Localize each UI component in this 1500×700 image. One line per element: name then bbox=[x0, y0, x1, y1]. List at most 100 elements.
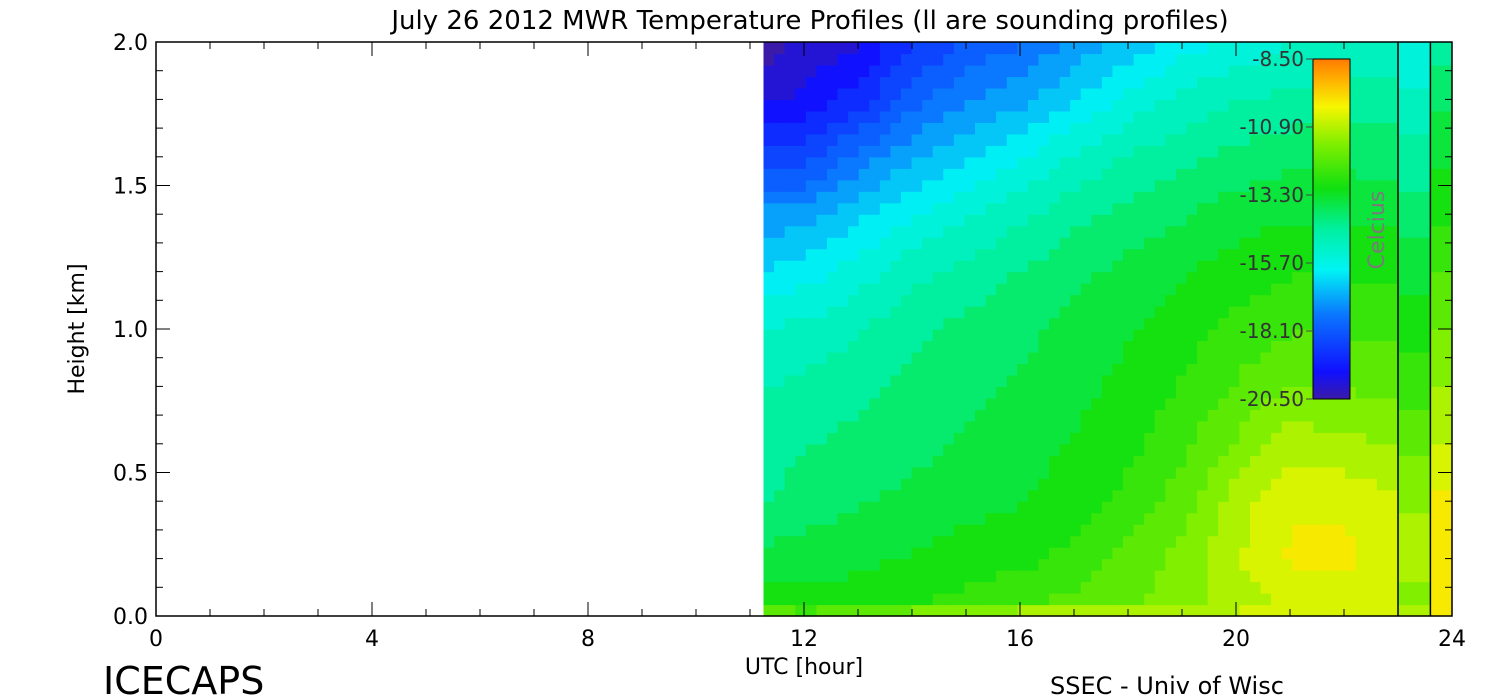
heatmap-cell bbox=[1323, 570, 1336, 583]
colorbar-tick-labels: -8.50-10.90-13.30-15.70-18.10-20.50 bbox=[1240, 47, 1313, 411]
heatmap-cell bbox=[1302, 489, 1315, 502]
sounding-cell bbox=[1430, 237, 1452, 250]
heatmap-cell bbox=[1144, 409, 1156, 422]
heatmap-cell bbox=[805, 432, 817, 445]
heatmap-cell bbox=[1175, 363, 1188, 376]
heatmap-cell bbox=[816, 374, 828, 387]
heatmap-cell bbox=[816, 329, 828, 342]
heatmap-cell bbox=[1376, 145, 1389, 158]
heatmap-cell bbox=[826, 133, 839, 146]
heatmap-cell bbox=[1091, 179, 1103, 192]
heatmap-cell bbox=[1207, 374, 1219, 387]
sounding-cell bbox=[1398, 53, 1431, 66]
heatmap-cell bbox=[964, 271, 976, 284]
heatmap-cell bbox=[1186, 248, 1198, 261]
heatmap-cell bbox=[848, 237, 860, 250]
heatmap-cell bbox=[943, 145, 955, 158]
heatmap-cell bbox=[784, 455, 796, 468]
heatmap-cell bbox=[1133, 501, 1145, 514]
heatmap-cell bbox=[1376, 374, 1389, 387]
heatmap-cell bbox=[1302, 260, 1315, 273]
heatmap-cell bbox=[911, 317, 923, 330]
heatmap-cell bbox=[1355, 374, 1367, 387]
heatmap-cell bbox=[1123, 53, 1135, 66]
heatmap-cell bbox=[1059, 489, 1071, 502]
heatmap-cell bbox=[869, 432, 881, 445]
heatmap-cell bbox=[774, 76, 786, 89]
heatmap-cell bbox=[1165, 604, 1177, 617]
heatmap-cell bbox=[1038, 145, 1050, 158]
heatmap-cell bbox=[1281, 53, 1293, 66]
heatmap-cell bbox=[1366, 351, 1378, 365]
heatmap-cell bbox=[1070, 455, 1082, 468]
heatmap-cell bbox=[1059, 317, 1071, 330]
heatmap-cell bbox=[1154, 168, 1166, 181]
heatmap-cell bbox=[1313, 466, 1325, 479]
heatmap-cell bbox=[1006, 558, 1018, 571]
heatmap-cell bbox=[1091, 214, 1103, 227]
heatmap-cell bbox=[890, 593, 902, 606]
heatmap-cell bbox=[1154, 122, 1166, 135]
heatmap-cell bbox=[1260, 570, 1272, 583]
heatmap-cell bbox=[1302, 179, 1315, 192]
heatmap-cell bbox=[1080, 168, 1092, 181]
heatmap-cell bbox=[1091, 409, 1103, 422]
heatmap-cell bbox=[996, 294, 1008, 307]
heatmap-cell bbox=[1197, 179, 1209, 192]
heatmap-cell bbox=[1366, 87, 1378, 100]
heatmap-cell bbox=[1345, 283, 1357, 296]
heatmap-cell bbox=[1038, 340, 1050, 353]
heatmap-cell bbox=[805, 351, 817, 365]
heatmap-cell bbox=[1112, 581, 1124, 594]
heatmap-cell bbox=[1218, 593, 1230, 606]
heatmap-cell bbox=[763, 317, 775, 330]
heatmap-cell bbox=[890, 64, 902, 78]
heatmap-cell bbox=[1027, 478, 1040, 491]
heatmap-cell bbox=[1292, 535, 1304, 548]
heatmap-cell bbox=[1165, 593, 1177, 606]
heatmap-cell bbox=[1387, 409, 1399, 422]
heatmap-cell bbox=[1313, 512, 1325, 525]
heatmap-cell bbox=[890, 87, 902, 100]
heatmap-cell bbox=[1302, 110, 1315, 123]
heatmap-cell bbox=[784, 329, 796, 342]
heatmap-cell bbox=[837, 260, 849, 273]
heatmap-cell bbox=[1345, 466, 1357, 479]
heatmap-cell bbox=[1313, 443, 1325, 456]
heatmap-cell bbox=[1334, 524, 1346, 537]
heatmap-cell bbox=[922, 501, 934, 514]
heatmap-cell bbox=[1387, 248, 1399, 261]
heatmap-cell bbox=[1186, 409, 1198, 422]
heatmap-cell bbox=[953, 455, 966, 468]
heatmap-cell bbox=[911, 306, 923, 319]
heatmap-cell bbox=[1366, 156, 1378, 169]
heatmap-cell bbox=[763, 558, 775, 571]
heatmap-cell bbox=[1218, 351, 1230, 365]
heatmap-cell bbox=[1017, 420, 1029, 433]
heatmap-cell bbox=[848, 340, 860, 353]
heatmap-cell bbox=[1101, 501, 1114, 514]
heatmap-cell bbox=[953, 386, 966, 399]
icecaps-brand: ICECAPS bbox=[103, 659, 264, 700]
heatmap-cell bbox=[943, 420, 955, 433]
heatmap-cell bbox=[932, 76, 944, 89]
heatmap-cell bbox=[869, 99, 881, 112]
heatmap-cell bbox=[953, 363, 966, 376]
heatmap-cell bbox=[1239, 455, 1251, 468]
heatmap-cell bbox=[1334, 420, 1346, 433]
heatmap-cell bbox=[1070, 604, 1082, 617]
heatmap-cell bbox=[1027, 409, 1040, 422]
heatmap-cell bbox=[1165, 466, 1177, 479]
heatmap-cell bbox=[1218, 156, 1230, 169]
sounding-cell bbox=[1430, 512, 1452, 525]
heatmap-cell bbox=[1313, 593, 1325, 606]
heatmap-cell bbox=[996, 317, 1008, 330]
heatmap-cell bbox=[763, 581, 775, 594]
heatmap-cell bbox=[784, 76, 796, 89]
heatmap-cell bbox=[975, 443, 987, 456]
heatmap-cell bbox=[996, 214, 1008, 227]
heatmap-cell bbox=[1186, 179, 1198, 192]
heatmap-cell bbox=[879, 558, 891, 571]
heatmap-cell bbox=[996, 64, 1008, 78]
heatmap-cell bbox=[1376, 432, 1389, 445]
